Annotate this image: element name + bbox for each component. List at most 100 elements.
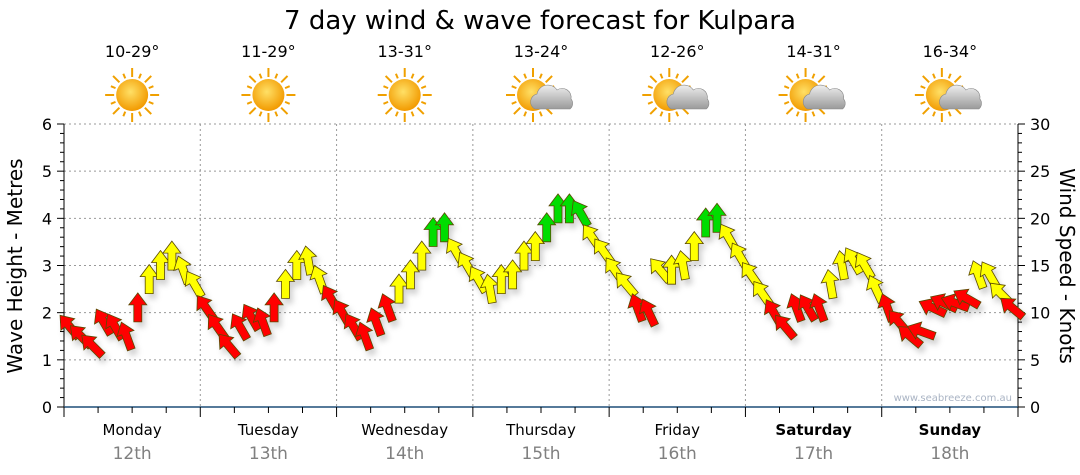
- sun-ray: [280, 75, 289, 83]
- temperature-range: 13-31°: [377, 42, 432, 61]
- wind-arrow: [298, 245, 318, 276]
- sun-ray: [659, 111, 664, 117]
- sun-ray: [513, 107, 521, 115]
- wind-arrow: [820, 268, 840, 300]
- axes: 0 1 2 3 4 5 6 0 5 10 15 20 25 30 Monday 12th Tuesday 13th…: [42, 115, 1051, 464]
- sun-ray: [675, 73, 680, 79]
- y-tick-label-right: 10: [1030, 304, 1050, 323]
- wind-arrow: [389, 273, 409, 304]
- date-label: 17th: [794, 444, 833, 464]
- date-label: 18th: [930, 444, 969, 464]
- wind-arrow: [707, 202, 727, 233]
- y-tick-label-right: 5: [1030, 351, 1040, 370]
- wind-arrow: [366, 307, 386, 338]
- day-label: Thursday: [505, 421, 576, 439]
- wind-arrow: [906, 321, 937, 341]
- wind-arrow: [377, 293, 397, 323]
- sun-ray: [122, 73, 127, 79]
- y-axis-right-label: Wind Speed - Knots: [1055, 168, 1079, 364]
- sun-ray: [274, 111, 279, 117]
- sun-icon: [105, 68, 160, 122]
- wind-arrow: [116, 321, 136, 352]
- wind-arrow: [525, 230, 546, 262]
- sun-ray: [394, 111, 399, 117]
- sun-icon: [377, 68, 432, 122]
- date-label: 15th: [521, 444, 560, 464]
- sun-ray: [394, 73, 399, 79]
- y-tick-label-left: 2: [42, 304, 52, 323]
- sun-ray: [817, 75, 826, 83]
- sun-ray: [647, 100, 654, 105]
- wind-arrow: [616, 272, 639, 299]
- sun-ray: [659, 73, 664, 79]
- sun-ray: [545, 75, 553, 83]
- sun-ray: [284, 100, 291, 105]
- sun-ray: [148, 100, 154, 105]
- cloud-shape: [530, 84, 573, 110]
- y-tick-label-right: 25: [1030, 162, 1050, 181]
- wind-arrow: [128, 292, 148, 323]
- sun-ray: [110, 100, 116, 105]
- wind-arrow: [502, 259, 523, 290]
- y-tick-label-right: 20: [1030, 209, 1050, 228]
- y-tick-label-left: 6: [42, 115, 52, 134]
- wind-arrow: [434, 212, 455, 243]
- sun-ray: [649, 75, 658, 83]
- sun-ray: [538, 111, 543, 117]
- y-tick-label-right: 0: [1030, 398, 1040, 417]
- sun-ray: [416, 107, 425, 115]
- temperature-range: 10-29°: [105, 42, 160, 61]
- sun-ray: [274, 73, 279, 79]
- sun-ray: [138, 111, 142, 117]
- sun-ray: [112, 75, 121, 83]
- wind-arrow: [953, 288, 982, 310]
- temperature-range: 14-31°: [786, 42, 841, 61]
- sun-ray: [785, 75, 794, 83]
- sun-ray: [523, 111, 528, 117]
- date-label: 13th: [249, 444, 288, 464]
- grid: [64, 123, 1018, 407]
- sun-ray: [112, 107, 121, 115]
- wind-arrow: [275, 268, 296, 299]
- y-tick-label-right: 15: [1030, 257, 1050, 276]
- sun-ray: [410, 111, 415, 117]
- partly-cloudy-icon: [642, 68, 710, 122]
- wind-arrow: [252, 307, 272, 338]
- y-tick-label-left: 5: [42, 162, 52, 181]
- watermark: www.seabreeze.com.au: [894, 393, 1012, 404]
- wind-arrow: [184, 270, 206, 300]
- sun-ray: [947, 73, 952, 79]
- sun-ray: [783, 100, 790, 105]
- sun-ray: [511, 100, 517, 105]
- sun-ray: [410, 73, 415, 79]
- sun-ray: [795, 73, 800, 79]
- sun-ray: [511, 85, 517, 90]
- sun-ray: [811, 73, 816, 79]
- day-label: Monday: [103, 421, 162, 439]
- sun-ray: [785, 107, 794, 115]
- wind-arrow: [230, 313, 252, 342]
- y-axis-left-label: Wave Height - Metres: [3, 158, 27, 373]
- sun-ray: [383, 100, 389, 105]
- sun-ray: [953, 75, 962, 83]
- y-tick-label-left: 1: [42, 351, 52, 370]
- wind-arrow: [400, 259, 421, 290]
- sun-ray: [538, 73, 543, 79]
- day-label: Sunday: [919, 421, 982, 439]
- sun-disc: [252, 79, 285, 111]
- sun-disc: [116, 79, 149, 111]
- y-tick-label-left: 0: [42, 398, 52, 417]
- sun-ray: [246, 85, 253, 90]
- wind-arrow: [775, 314, 798, 341]
- sun-ray: [384, 107, 393, 115]
- date-label: 12th: [113, 444, 152, 464]
- sun-ray: [920, 100, 926, 105]
- sun-ray: [110, 85, 116, 90]
- partly-cloudy-icon: [506, 68, 573, 122]
- sun-ray: [922, 75, 930, 83]
- partly-cloudy-icon: [778, 68, 846, 122]
- wind-arrow: [571, 200, 592, 229]
- sun-ray: [420, 85, 427, 90]
- sun-ray: [248, 107, 257, 115]
